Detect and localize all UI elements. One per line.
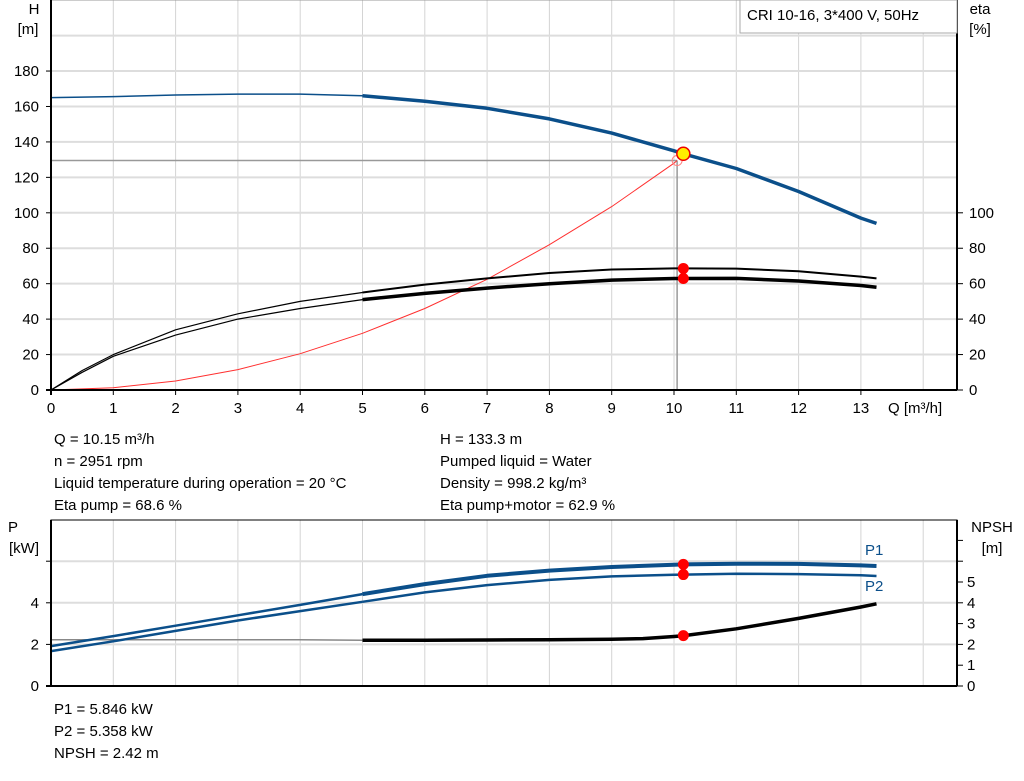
p2-curve [362, 572, 877, 604]
top-plot-frame [50, 0, 958, 391]
npsh-tick-label: 5 [967, 574, 975, 591]
eta-tick-label: 0 [969, 382, 977, 399]
top-chart-curves [50, 93, 878, 391]
h-tick-label: 40 [22, 311, 39, 328]
npsh-tick-label: 2 [967, 636, 975, 653]
q-tick-label: 13 [853, 400, 870, 417]
p1-curve-extended [50, 592, 363, 648]
h-tick-label: 100 [14, 205, 39, 222]
h-tick-label: 140 [14, 134, 39, 151]
eta-pump-operating-point [677, 262, 689, 274]
p1-operating-point [677, 558, 689, 570]
npsh-curve [362, 602, 877, 642]
q-tick-label: 6 [421, 400, 429, 417]
q-tick-label: 8 [545, 400, 553, 417]
bottom-chart-curves [50, 558, 877, 653]
eta-total-operating-point [677, 273, 689, 285]
p2-curve-extended [50, 600, 363, 653]
top-chart-grid [51, 0, 957, 390]
q-tick-label: 5 [358, 400, 366, 417]
eta-tick-label: 60 [969, 276, 986, 293]
p1-curve-label: P1 [865, 542, 883, 559]
info-eta-pump: Eta pump = 68.6 % [54, 497, 182, 514]
eta-axis-unit: [%] [969, 21, 991, 38]
eta-tick-label: 40 [969, 311, 986, 328]
q-tick-label: 0 [47, 400, 55, 417]
q-tick-label: 3 [234, 400, 242, 417]
eta-axis-label: eta [970, 1, 992, 18]
eta-tick-label: 80 [969, 240, 986, 257]
h-tick-label: 120 [14, 169, 39, 186]
eta-pump-motor-curve [362, 276, 877, 302]
h-tick-label: 80 [22, 240, 39, 257]
h-axis-unit: [m] [18, 21, 39, 38]
npsh-axis-unit: [m] [982, 540, 1003, 557]
info-speed: n = 2951 rpm [54, 453, 143, 470]
head-curve-extended [50, 93, 363, 99]
eta-pump-curve-extended [50, 291, 363, 391]
eta-pump-curve [362, 267, 877, 294]
npsh-tick-label: 4 [967, 595, 975, 612]
h-tick-label: 160 [14, 98, 39, 115]
p-tick-label: 4 [31, 595, 39, 612]
p1-curve [362, 561, 877, 597]
bottom-chart-grid [51, 520, 957, 686]
p-tick-label: 2 [31, 636, 39, 653]
info-p1: P1 = 5.846 kW [54, 701, 153, 718]
eta-tick-label: 20 [969, 347, 986, 364]
q-tick-label: 9 [608, 400, 616, 417]
q-tick-label: 7 [483, 400, 491, 417]
eta-pump-motor-curve-extended [50, 299, 363, 391]
npsh-operating-point [677, 630, 689, 642]
info-head: H = 133.3 m [440, 431, 523, 448]
p-axis-label: P [8, 519, 18, 536]
npsh-tick-label: 3 [967, 616, 975, 633]
info-liquid-temperature: Liquid temperature during operation = 20… [54, 475, 347, 492]
q-tick-label: 2 [171, 400, 179, 417]
p-tick-label: 0 [31, 678, 39, 695]
q-tick-label: 11 [729, 400, 745, 417]
info-npsh: NPSH = 2.42 m [54, 745, 159, 762]
q-axis-label: Q [m³/h] [888, 400, 942, 417]
info-density: Density = 998.2 kg/m³ [440, 475, 587, 492]
p-axis-unit: [kW] [9, 540, 39, 557]
axes: 0 1 2 3 4 5 6 7 8 9 10 11 12 130204060801001201401601… [14, 0, 994, 695]
p2-curve-label: P2 [865, 578, 883, 595]
info-eta-total: Eta pump+motor = 62.9 % [440, 497, 616, 514]
duty-point-marker [676, 146, 691, 162]
q-tick-label: 4 [296, 400, 304, 417]
info-flow: Q = 10.15 m³/h [54, 431, 155, 448]
npsh-axis-label: NPSH [971, 519, 1013, 536]
info-top-left: Q = 10.15 m³/h n = 2951 rpm Liquid tempe… [54, 429, 346, 517]
system-curve [50, 160, 678, 391]
h-axis-label: H [29, 1, 40, 18]
npsh-tick-label: 1 [967, 657, 975, 674]
head-curve [362, 94, 878, 226]
info-pumped-liquid: Pumped liquid = Water [440, 453, 592, 470]
h-tick-label: 60 [22, 276, 39, 293]
info-p2: P2 = 5.358 kW [54, 723, 153, 740]
legend-box [739, 0, 958, 34]
p2-operating-point [677, 569, 689, 581]
h-tick-label: 20 [22, 347, 39, 364]
info-top-right: H = 133.3 m Pumped liquid = Water Densit… [440, 429, 615, 517]
npsh-tick-label: 0 [967, 678, 975, 695]
eta-tick-label: 100 [969, 205, 994, 222]
h-tick-label: 0 [31, 382, 39, 399]
legend-box-text: CRI 10-16, 3*400 V, 50Hz [747, 7, 919, 24]
q-tick-label: 10 [666, 400, 683, 417]
info-bottom: P1 = 5.846 kW P2 = 5.358 kW NPSH = 2.42 … [54, 699, 159, 765]
q-tick-label: 12 [790, 400, 807, 417]
q-tick-label: 1 [109, 400, 117, 417]
h-tick-label: 180 [14, 63, 39, 80]
